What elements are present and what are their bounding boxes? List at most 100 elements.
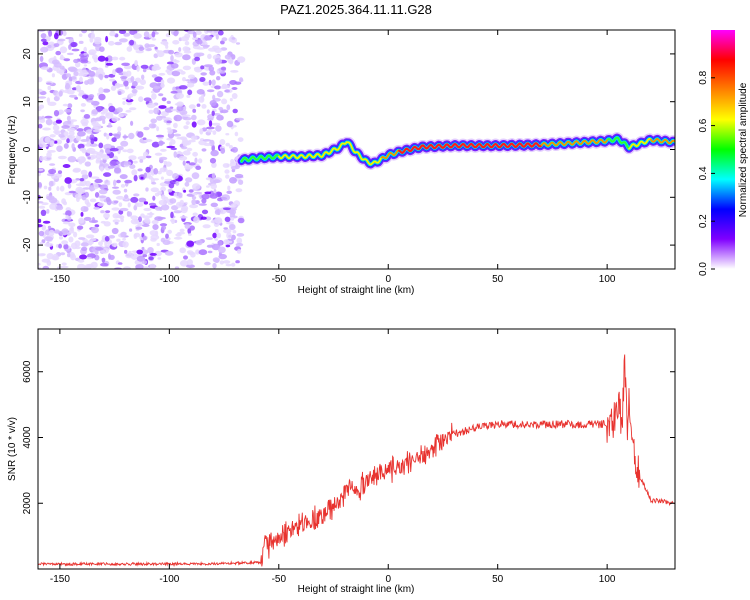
noise-blob	[164, 178, 173, 182]
noise-blob	[40, 33, 47, 39]
noise-blob	[73, 71, 79, 77]
noise-blob	[154, 76, 163, 83]
noise-blob	[112, 189, 121, 195]
noise-blob	[149, 252, 157, 256]
noise-blob	[180, 36, 190, 42]
noise-blob	[211, 162, 217, 168]
noise-blob	[46, 82, 52, 85]
noise-blob	[105, 57, 109, 62]
noise-blob	[132, 44, 141, 50]
noise-blob	[56, 205, 64, 211]
noise-blob	[195, 165, 202, 170]
noise-blob	[62, 164, 71, 168]
noise-blob	[156, 126, 160, 132]
noise-blob	[172, 40, 180, 45]
noise-blob	[231, 87, 238, 90]
noise-blob	[160, 41, 169, 45]
noise-blob	[38, 262, 41, 266]
noise-blob	[124, 179, 133, 184]
noise-blob	[196, 119, 206, 126]
ridge-core-segment	[584, 138, 608, 145]
noise-blob	[76, 196, 80, 202]
noise-blob	[141, 74, 145, 80]
noise-blob	[216, 76, 221, 81]
noise-blob	[51, 73, 56, 78]
noise-blob	[183, 189, 187, 193]
noise-blob	[38, 123, 43, 129]
noise-blob	[49, 140, 55, 147]
noise-blob	[213, 179, 221, 184]
noise-blob	[142, 254, 148, 258]
noise-blob	[162, 117, 170, 121]
noise-blob	[123, 32, 131, 37]
noise-blob	[38, 76, 43, 83]
noise-blob	[186, 240, 195, 247]
noise-blob	[143, 31, 150, 38]
noise-blob	[220, 109, 229, 114]
noise-blob	[81, 30, 87, 34]
noise-blob	[136, 255, 146, 262]
noise-blob	[83, 64, 87, 67]
noise-blob	[141, 260, 148, 265]
noise-blob	[209, 193, 218, 199]
noise-blob	[169, 198, 177, 204]
noise-blob	[66, 89, 75, 95]
noise-blob	[60, 54, 64, 59]
x-tick-label: 50	[492, 574, 504, 585]
noise-blob	[115, 195, 125, 200]
noise-blob	[158, 105, 167, 109]
noise-blob	[125, 109, 132, 113]
noise-blob	[184, 46, 191, 52]
noise-blob	[129, 164, 136, 170]
ridge-core-segment	[496, 141, 543, 149]
noise-blob	[84, 199, 90, 205]
noise-blob	[200, 216, 207, 220]
noise-blob	[84, 161, 92, 167]
noise-blob	[190, 135, 198, 140]
noise-blob	[211, 110, 215, 117]
noise-blob	[170, 147, 177, 151]
noise-blob	[118, 114, 124, 118]
noise-blob	[137, 222, 143, 227]
noise-blob	[194, 56, 201, 62]
noise-blob	[225, 244, 231, 248]
noise-blob	[64, 177, 72, 184]
noise-blob	[44, 229, 51, 236]
noise-blob	[100, 210, 105, 214]
noise-blob	[225, 174, 230, 179]
noise-blob	[64, 248, 71, 252]
noise-blob	[97, 55, 106, 62]
noise-blob	[98, 195, 107, 199]
noise-blob	[184, 181, 190, 187]
noise-blob	[102, 108, 109, 113]
noise-blob	[129, 39, 135, 46]
noise-blob	[90, 238, 97, 242]
noise-blob	[176, 69, 183, 72]
noise-blob	[196, 39, 203, 45]
noise-blob	[215, 209, 221, 214]
noise-blob	[94, 178, 103, 184]
noise-blob	[56, 145, 63, 152]
noise-blob	[74, 125, 80, 128]
noise-blob	[91, 30, 94, 34]
noise-blob	[48, 168, 57, 175]
noise-blob	[149, 263, 156, 269]
ridge-core-segment	[339, 141, 348, 148]
noise-blob	[237, 137, 244, 143]
snr-y-label: SNR (10 * v/v)	[7, 417, 18, 481]
noise-blob	[179, 228, 185, 233]
noise-blob	[215, 125, 222, 132]
noise-blob	[114, 41, 122, 46]
noise-blob	[63, 201, 67, 206]
noise-blob	[90, 34, 95, 39]
noise-blob	[174, 52, 183, 58]
noise-blob	[211, 144, 215, 152]
noise-blob	[188, 139, 196, 143]
noise-blob	[105, 182, 111, 186]
noise-blob	[161, 194, 166, 200]
noise-blob	[89, 143, 98, 147]
noise-blob	[189, 225, 196, 231]
noise-blob	[98, 189, 108, 195]
noise-blob	[100, 262, 109, 267]
noise-blob	[182, 54, 191, 61]
